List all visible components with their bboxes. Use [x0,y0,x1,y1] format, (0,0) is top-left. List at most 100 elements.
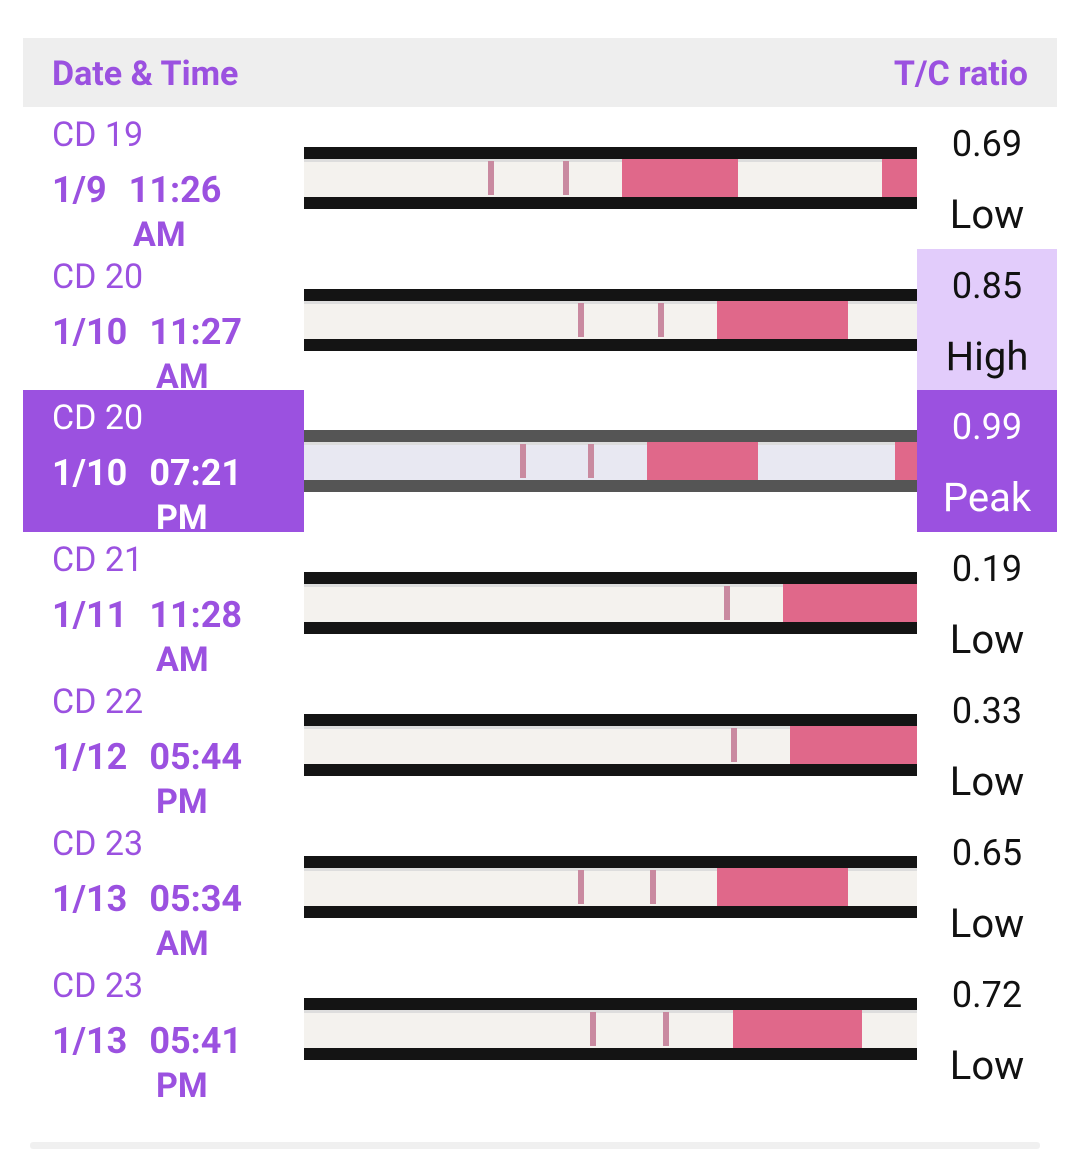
date: 1/10 [52,452,128,494]
strip-pad [717,868,848,906]
strip-pad [733,1010,862,1048]
cycle-day: CD 21 [52,540,144,580]
strip-pad [895,442,917,480]
date: 1/13 [52,1020,128,1062]
time: 11:26 [128,169,222,211]
strip-edge [304,159,917,162]
table-row: CD 22 1/12 05:44 PM 0.33 Low [0,674,1080,816]
ratio: 0.99 [951,406,1023,448]
cycle-day: CD 19 [52,115,144,155]
date: 1/10 [52,311,128,353]
scrollbar [30,1142,1040,1149]
time: 11:27 [149,311,243,353]
ratio: 0.69 [951,123,1023,165]
strip-body [304,442,917,480]
date: 1/12 [52,736,128,778]
strip-line [724,586,730,620]
date-time: 1/12 05:44 [52,736,242,778]
strip-edge [304,442,917,445]
test-strip [304,856,917,918]
ratio: 0.19 [951,548,1023,590]
date: 1/13 [52,878,128,920]
strip-line [563,161,569,195]
strip-pad [717,301,848,339]
selected-left [23,390,304,532]
time: 05:44 [149,736,243,778]
date-time: 1/9 11:26 [52,169,221,211]
high-highlight [917,249,1057,391]
cycle-day: CD 20 [52,257,144,297]
period: PM [156,1066,208,1100]
strip-line [588,444,594,478]
strip-edge [304,868,917,871]
strip-body [304,159,917,197]
level: Low [949,900,1025,947]
level: High [945,333,1029,380]
table-row: CD 20 1/10 11:27 AM 0.85 High [0,249,1080,391]
level: Peak [942,474,1032,521]
ratio: 0.72 [951,974,1023,1016]
period: AM [156,924,209,958]
table-row: CD 19 1/9 11:26 AM 0.69 Low [0,107,1080,249]
cycle-day: CD 23 [52,824,144,864]
date: 1/11 [52,594,128,636]
strip-edge [304,726,917,729]
level: Low [949,616,1025,663]
strip-pad [647,442,758,480]
test-strip [304,430,917,492]
strip-pad [783,584,917,622]
strip-line [578,303,584,337]
ratio: 0.65 [951,832,1023,874]
strip-edge [304,301,917,304]
strip-line [731,728,737,762]
table-header: Date & Time T/C ratio [23,38,1057,107]
level: Low [949,191,1025,238]
period: PM [156,782,208,816]
strip-line [650,870,656,904]
period: PM [156,498,208,532]
table-row: CD 23 1/13 05:34 AM 0.65 Low [0,816,1080,958]
date: 1/9 [52,169,107,211]
date-time: 1/10 11:27 [52,311,242,353]
strip-edge [304,584,917,587]
test-strip [304,572,917,634]
test-strip [304,147,917,209]
strip-line [488,161,494,195]
header-date-time: Date & Time [52,54,239,94]
ratio: 0.33 [951,690,1023,732]
test-strip [304,289,917,351]
period: AM [133,215,186,249]
strip-line [578,870,584,904]
test-strip [304,998,917,1060]
date-time: 1/13 05:34 [52,878,242,920]
cycle-day: CD 23 [52,966,144,1006]
date-time: 1/11 11:28 [52,594,242,636]
time: 11:28 [149,594,243,636]
date-time: 1/13 05:41 [52,1020,242,1062]
level: Low [949,1042,1025,1089]
table-row: CD 20 1/10 07:21 PM 0.99 Peak [0,390,1080,532]
cycle-day: CD 20 [52,398,144,438]
table-row: CD 21 1/11 11:28 AM 0.19 Low [0,532,1080,674]
strip-edge [304,1010,917,1013]
strip-pad [882,159,917,197]
ratio: 0.85 [951,265,1023,307]
time: 05:41 [149,1020,243,1062]
period: AM [156,640,209,674]
period: AM [156,357,209,391]
time: 05:34 [149,878,243,920]
strip-pad [622,159,738,197]
cycle-day: CD 22 [52,682,144,722]
strip-line [520,444,526,478]
date-time: 1/10 07:21 [52,452,242,494]
test-strip [304,714,917,776]
table-row: CD 23 1/13 05:41 PM 0.72 Low [0,958,1080,1100]
strip-line [663,1012,669,1046]
time: 07:21 [149,452,243,494]
selected-right [917,390,1057,532]
level: Low [949,758,1025,805]
strip-line [590,1012,596,1046]
strip-line [658,303,664,337]
strip-pad [790,726,917,764]
